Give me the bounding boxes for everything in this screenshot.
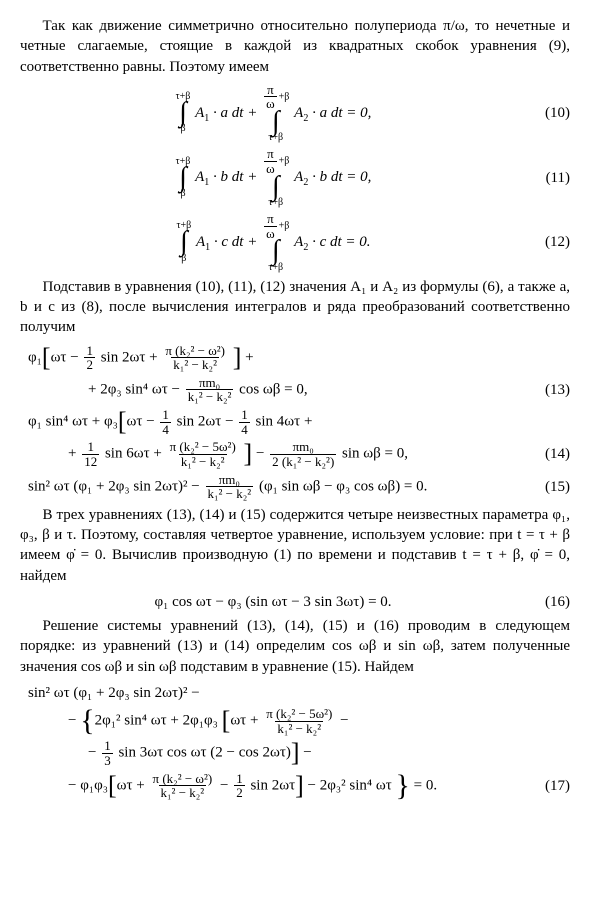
equation-14-line1: φ₁ sin⁴ ωτ + φ₃[ωτ − 14 sin 2ωτ − 14 sin… xyxy=(20,408,570,436)
paragraph-2: Подставив в уравнения (10), (11), (12) з… xyxy=(20,277,570,338)
equation-10: τ+β∫β A1 · a dt + πω+β∫τ+β A2 · a dt = 0… xyxy=(20,83,570,144)
equation-17-line3: − 13 sin 3ωτ cos ωτ (2 − cos 2ωτ)] − xyxy=(20,739,570,767)
equation-16: φ₁ cos ωτ − φ₃ (sin ωτ − 3 sin 3ωτ) = 0.… xyxy=(20,592,570,612)
eq-number-10: (10) xyxy=(526,103,570,123)
paragraph-3: В трех уравнениях (13), (14) и (15) соде… xyxy=(20,505,570,586)
equation-15: sin² ωτ (φ₁ + 2φ₃ sin 2ωτ)² − πm₀k₁² − k… xyxy=(20,473,570,501)
eq-number-17: (17) xyxy=(526,776,570,796)
equation-11: τ+β∫β A1 · b dt + πω+β∫τ+β A2 · b dt = 0… xyxy=(20,147,570,208)
eq-number-13: (13) xyxy=(526,380,570,400)
paragraph-1: Так как движение симметрично относительн… xyxy=(20,16,570,77)
eq-number-12: (12) xyxy=(526,232,570,252)
equation-17-line1: sin² ωτ (φ₁ + 2φ₃ sin 2ωτ)² − xyxy=(20,683,570,703)
equation-12: τ+β∫β A1 · c dt + πω+β∫τ+β A2 · c dt = 0… xyxy=(20,212,570,273)
equation-13-line2: + 2φ₃ sin⁴ ωτ − πm₀k₁² − k₂² cos ωβ = 0,… xyxy=(20,376,570,404)
equation-13-line1: φ₁[ωτ − 12 sin 2ωτ + π (k₂² − ω²)k₁² − k… xyxy=(20,344,570,372)
eq-number-11: (11) xyxy=(526,168,570,188)
eq-number-16: (16) xyxy=(526,592,570,612)
paragraph-4: Решение системы уравнений (13), (14), (1… xyxy=(20,616,570,677)
equation-17-line4: − φ₁φ₃[ωτ + π (k₂² − ω²)k₁² − k₂² − 12 s… xyxy=(20,772,570,800)
eq-number-14: (14) xyxy=(526,444,570,464)
eq-number-15: (15) xyxy=(526,477,570,497)
equation-17-line2: − {2φ₁² sin⁴ ωτ + 2φ₁φ₃ [ωτ + π (k₂² − 5… xyxy=(20,707,570,735)
equation-14-line2: + 112 sin 6ωτ + π (k₂² − 5ω²)k₁² − k₂² ]… xyxy=(20,440,570,468)
